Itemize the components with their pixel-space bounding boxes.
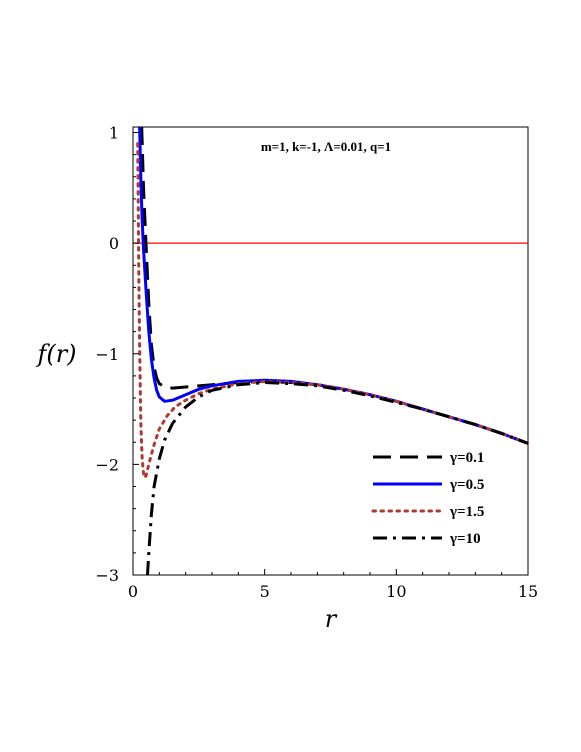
y-tick-label: 1 xyxy=(109,124,119,143)
x-tick-label: 0 xyxy=(128,582,138,601)
legend-label: γ=10 xyxy=(449,531,481,547)
y-tick-label: 0 xyxy=(109,234,119,253)
x-axis-title: r xyxy=(325,605,338,633)
series-line-1 xyxy=(138,126,529,445)
series-line-0 xyxy=(140,126,529,445)
legend: γ=0.1 γ=0.5 γ=1.5 γ=10 xyxy=(371,450,484,547)
y-tick-label: −1 xyxy=(95,345,119,364)
x-tick-label: 15 xyxy=(518,582,538,601)
x-tick-label: 5 xyxy=(260,582,270,601)
y-tick-label: −3 xyxy=(95,566,119,585)
y-axis-title: f(r) xyxy=(35,340,76,368)
plot-frame xyxy=(132,126,529,576)
series-line-3 xyxy=(146,381,529,576)
series-line-2 xyxy=(136,142,530,480)
y-tick-label: −2 xyxy=(95,455,119,474)
legend-label: γ=1.5 xyxy=(449,504,484,520)
parameter-annotation: m=1, k=-1, Λ=0.01, q=1 xyxy=(261,139,391,154)
x-tick-label: 10 xyxy=(386,582,406,601)
series-layer xyxy=(136,126,530,576)
legend-label: γ=0.1 xyxy=(449,450,484,466)
legend-label: γ=0.5 xyxy=(449,477,484,493)
